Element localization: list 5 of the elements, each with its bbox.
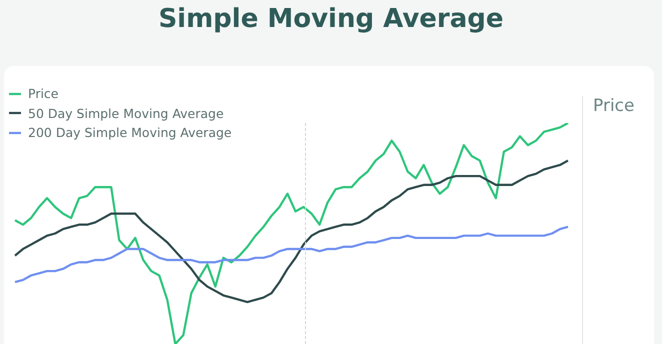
y-axis-title: Price <box>582 96 634 344</box>
legend-label: 200 Day Simple Moving Average <box>28 124 232 142</box>
chart-title: Simple Moving Average <box>157 4 505 34</box>
legend-label: Price <box>28 85 58 103</box>
legend-label: 50 Day Simple Moving Average <box>28 104 224 123</box>
